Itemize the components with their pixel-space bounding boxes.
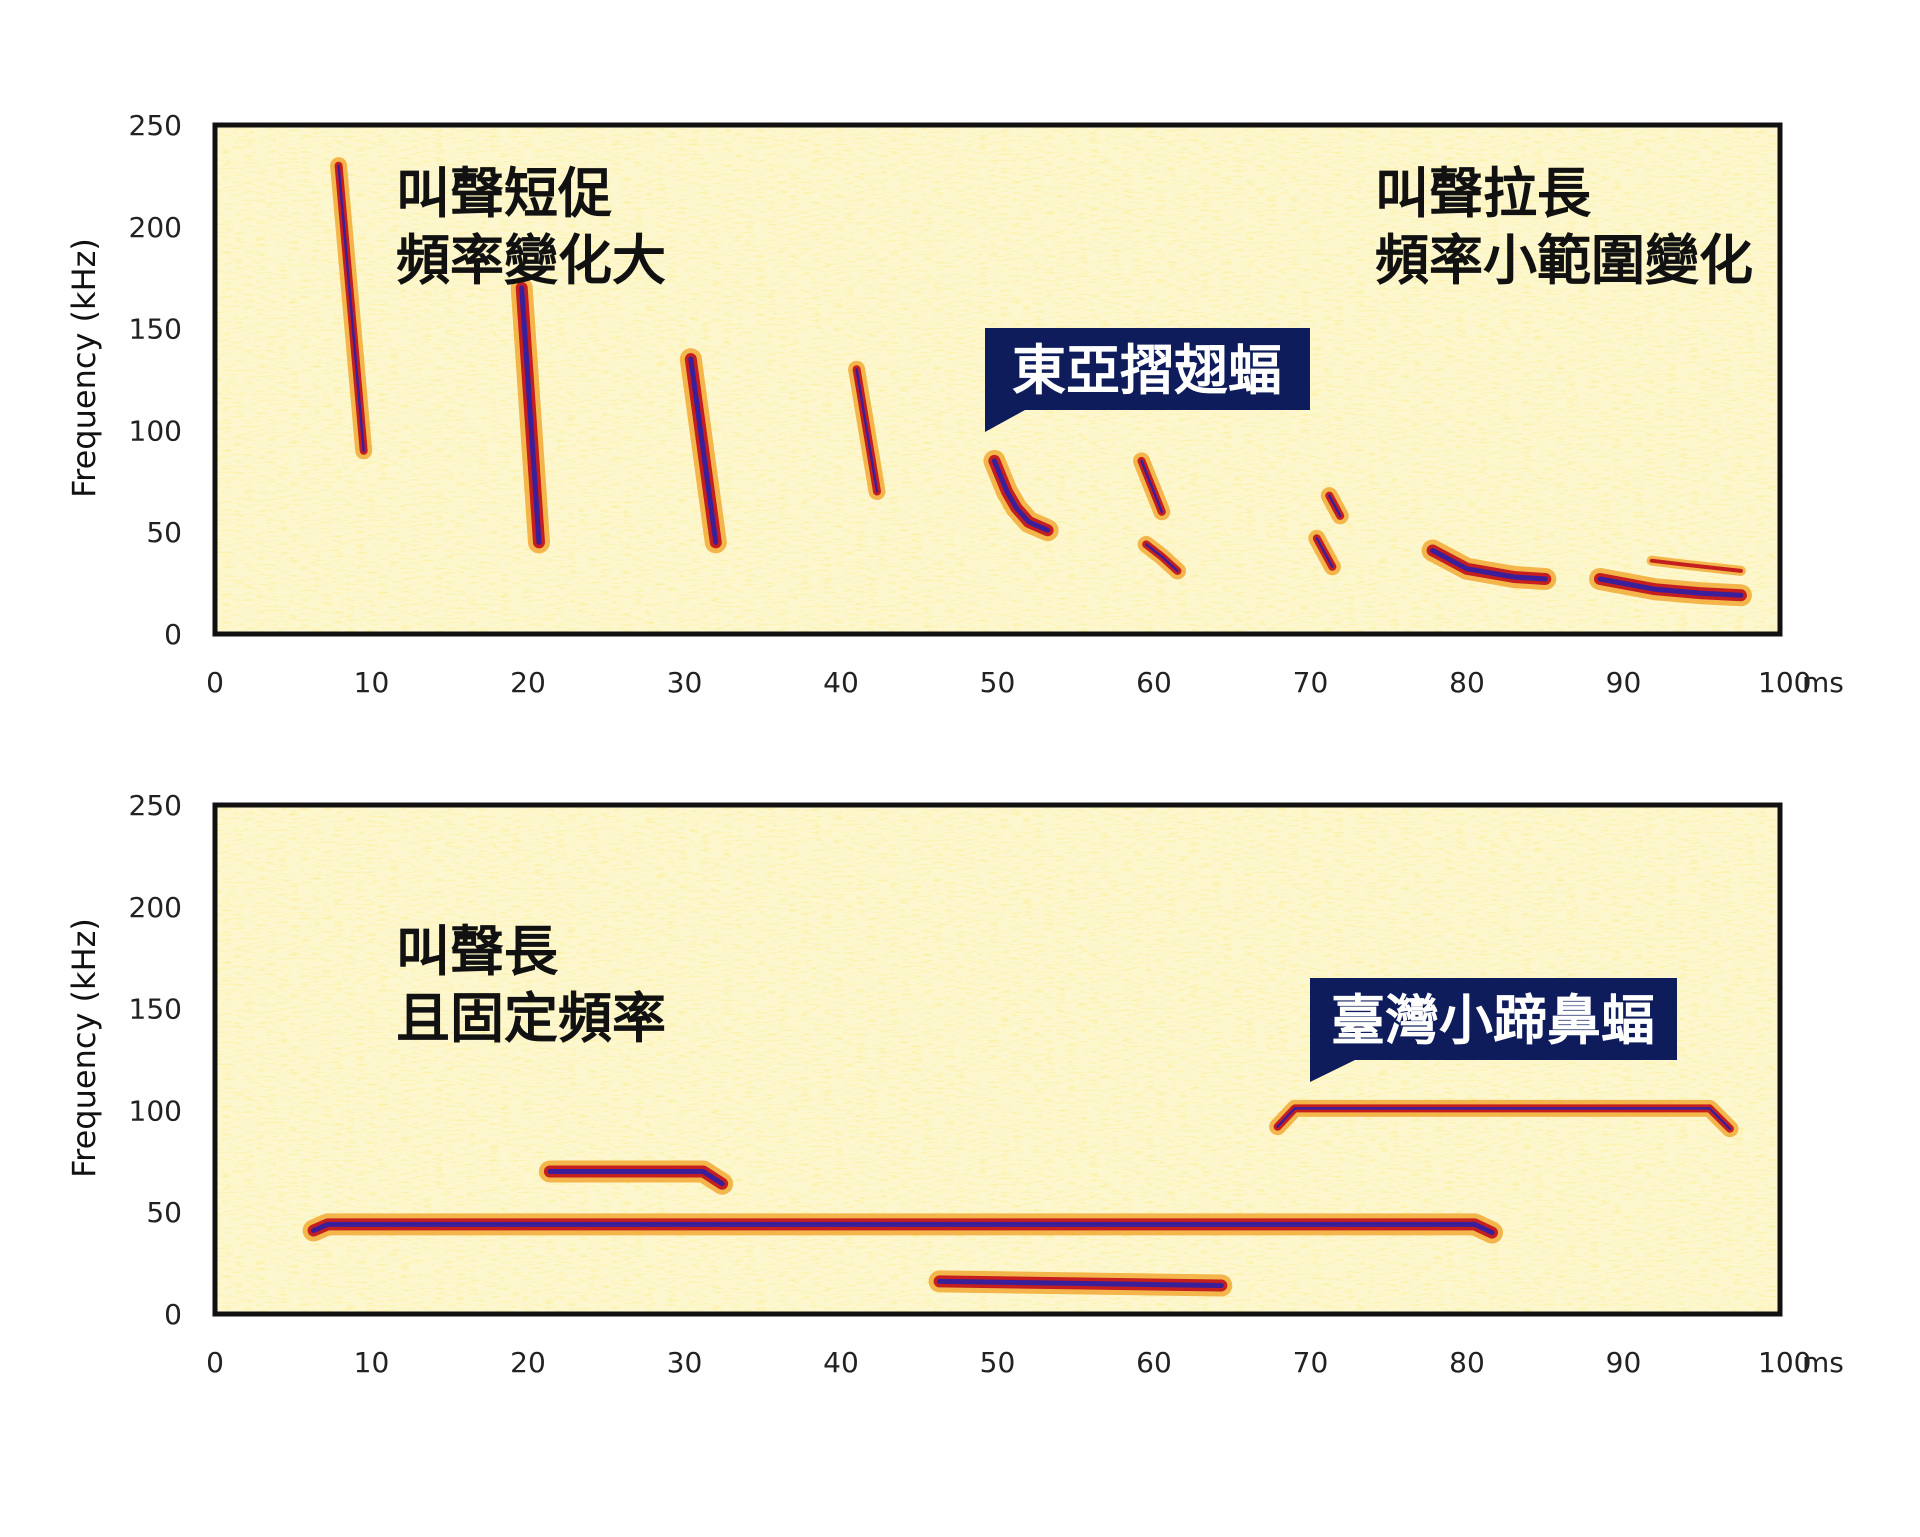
y-tick-label: 0	[164, 1298, 182, 1331]
call-trace-layer	[1649, 558, 1743, 573]
y-tick-label: 250	[129, 789, 182, 822]
call-traces-bottom	[302, 1099, 1739, 1297]
call-trace-layer	[547, 1169, 725, 1187]
y-axis-label-bottom: Frequency (kHz)	[65, 918, 103, 1178]
y-tick-label: 100	[129, 1094, 182, 1127]
x-tick-label: 70	[1293, 1346, 1329, 1379]
callout-species-top: 東亞摺翅蝠	[985, 328, 1310, 432]
call-trace-layer	[311, 1221, 1495, 1236]
call-trace-layer	[1328, 494, 1342, 518]
x-tick-label: 90	[1606, 666, 1642, 699]
call-trace-layer	[688, 356, 719, 545]
y-tick-label: 100	[129, 414, 182, 447]
x-axis-ticks-bottom: 0 10 20 30 40 50 60 70 80 90 100	[206, 1346, 1811, 1379]
x-tick-label: 40	[823, 666, 859, 699]
call-trace	[302, 1213, 1503, 1244]
x-tick-label: 50	[980, 666, 1016, 699]
call-trace	[1320, 487, 1349, 525]
y-axis-label-top: Frequency (kHz)	[65, 238, 103, 498]
plot-frame-bottom	[212, 802, 1783, 1317]
x-tick-label: 20	[510, 1346, 546, 1379]
y-tick-label: 200	[129, 211, 182, 244]
y-tick-label: 50	[146, 516, 182, 549]
y-tick-label: 250	[129, 109, 182, 142]
annotation-long-call: 叫聲拉長	[1375, 162, 1592, 225]
callout-label-bottom: 臺灣小蹄鼻蝠	[1331, 989, 1655, 1052]
y-tick-label: 0	[164, 618, 182, 651]
call-trace-layer	[1597, 576, 1744, 598]
annotation-constant-call-line2: 且固定頻率	[396, 987, 666, 1050]
x-tick-label: 10	[354, 666, 390, 699]
x-tick-label: 40	[823, 1346, 859, 1379]
call-trace	[330, 157, 373, 460]
call-trace	[510, 276, 550, 554]
x-tick-label: 100	[1758, 666, 1811, 699]
x-tick-label: 0	[206, 666, 224, 699]
x-unit-label-bottom: ms	[1802, 1346, 1844, 1379]
x-tick-label: 30	[667, 666, 703, 699]
x-tick-label: 80	[1449, 1346, 1485, 1379]
x-unit-label-top: ms	[1802, 666, 1844, 699]
call-trace	[983, 449, 1059, 542]
y-tick-label: 150	[129, 993, 182, 1026]
call-trace	[928, 1270, 1233, 1297]
call-trace-layer	[991, 458, 1051, 533]
x-tick-label: 70	[1293, 666, 1329, 699]
call-trace	[1133, 452, 1171, 521]
x-axis-ticks-top: 0 10 20 30 40 50 60 70 80 90 100	[206, 666, 1811, 699]
panel-top: 0 50 100 150 200 250 0 10 20 30 40 50 60 70 80 90 100 m…	[65, 109, 1844, 699]
call-trace	[1646, 555, 1746, 576]
x-tick-label: 90	[1606, 1346, 1642, 1379]
call-trace	[1137, 535, 1186, 580]
call-trace-layer	[1430, 548, 1548, 582]
x-tick-label: 20	[510, 666, 546, 699]
y-tick-label: 150	[129, 313, 182, 346]
call-trace-layer	[519, 285, 542, 545]
y-tick-label: 200	[129, 891, 182, 924]
callout-box-bottom	[1310, 978, 1677, 1082]
call-trace	[1308, 529, 1341, 576]
call-trace	[679, 348, 727, 554]
x-tick-label: 10	[354, 1346, 390, 1379]
callout-species-bottom: 臺灣小蹄鼻蝠	[1310, 978, 1677, 1082]
call-trace-layer	[1315, 537, 1334, 569]
x-tick-label: 50	[980, 1346, 1016, 1379]
x-tick-label: 0	[206, 1346, 224, 1379]
annotation-short-call: 叫聲短促	[396, 162, 612, 225]
call-trace-layer	[1144, 543, 1179, 573]
annotation-constant-call: 叫聲長	[396, 920, 559, 983]
y-axis-ticks-top: 0 50 100 150 200 250	[129, 109, 182, 651]
call-trace-layer	[337, 164, 365, 453]
call-trace	[848, 360, 886, 500]
call-trace	[538, 1160, 734, 1195]
call-trace	[1421, 539, 1557, 590]
x-tick-label: 80	[1449, 666, 1485, 699]
x-tick-label: 30	[667, 1346, 703, 1379]
call-traces-top	[330, 157, 1752, 607]
y-axis-ticks-bottom: 0 50 100 150 200 250	[129, 789, 182, 1331]
call-trace-layer	[855, 368, 879, 493]
annotation-long-call-line2: 頻率小範圍變化	[1375, 229, 1753, 292]
x-tick-label: 60	[1136, 1346, 1172, 1379]
x-tick-label: 60	[1136, 666, 1172, 699]
plot-frame-top	[212, 122, 1783, 637]
x-tick-label: 100	[1758, 1346, 1811, 1379]
y-tick-label: 50	[146, 1196, 182, 1229]
call-trace	[1589, 568, 1752, 607]
call-trace-layer	[1140, 459, 1164, 514]
call-trace	[1269, 1099, 1739, 1138]
call-trace-layer	[937, 1278, 1224, 1288]
callout-box-top	[985, 328, 1310, 432]
annotation-short-call-line2: 頻率變化大	[396, 229, 666, 292]
panel-bottom: 0 50 100 150 200 250 0 10 20 30 40 50 60 70 80 90 100 m…	[65, 789, 1844, 1379]
call-trace-layer	[1276, 1107, 1732, 1130]
callout-label-top: 東亞摺翅蝠	[1012, 339, 1282, 402]
